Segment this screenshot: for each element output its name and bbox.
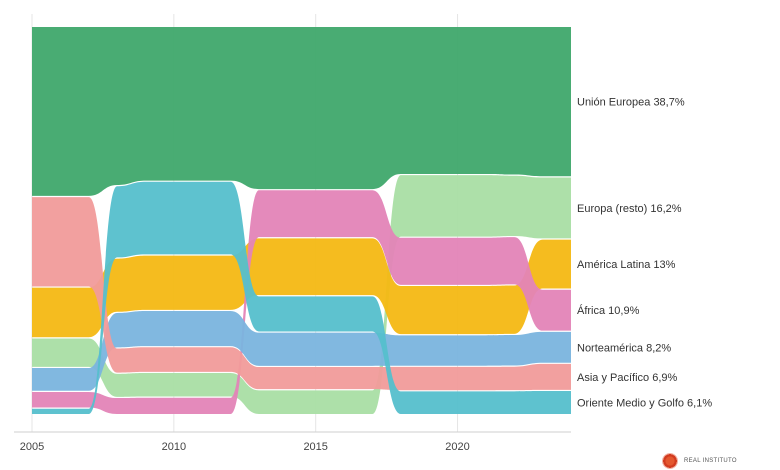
- series-band: [32, 311, 571, 391]
- logo-text: REAL INSTITUTO: [684, 457, 737, 464]
- series-label: Europa (resto) 16,2%: [577, 203, 682, 215]
- series-label: África 10,9%: [577, 304, 640, 317]
- x-tick-label: 2020: [445, 441, 469, 453]
- series-band: [32, 190, 571, 414]
- series-label: Unión Europea 38,7%: [577, 97, 685, 109]
- series-band: [32, 181, 571, 414]
- series-band: [32, 238, 571, 338]
- series-label: Oriente Medio y Golfo 6,1%: [577, 398, 712, 410]
- series-bands: [32, 27, 571, 414]
- series-band: [32, 197, 571, 391]
- series-label: América Latina 13%: [577, 259, 676, 271]
- x-tick-label: 2010: [162, 441, 186, 453]
- seal-icon: [662, 453, 678, 469]
- series-band: [32, 175, 571, 414]
- series-label: Asia y Pacífico 6,9%: [577, 372, 677, 384]
- series-label: Norteamérica 8,2%: [577, 342, 671, 354]
- x-tick-label: 2005: [20, 441, 44, 453]
- x-axis: 2005 2010 2015 2020: [14, 431, 571, 453]
- series-labels: Unión Europea 38,7% Europa (resto) 16,2% A…: [577, 97, 712, 410]
- publisher-logo: REAL INSTITUTO: [662, 452, 772, 470]
- series-band: [32, 27, 571, 196]
- x-tick-label: 2015: [303, 441, 327, 453]
